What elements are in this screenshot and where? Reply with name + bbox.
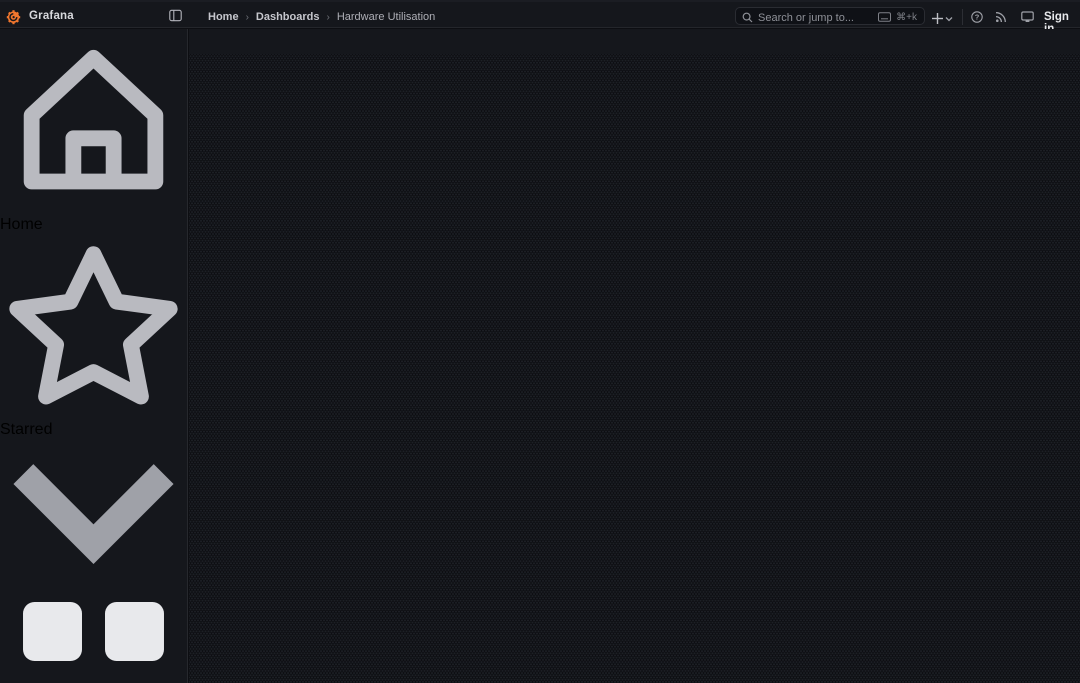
svg-text:?: ?	[975, 13, 980, 22]
